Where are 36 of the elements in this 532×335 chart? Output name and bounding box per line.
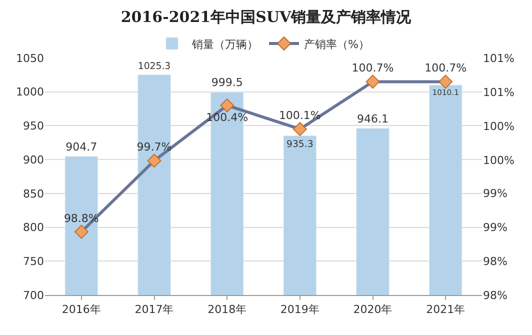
- x-tick-label: 2018年: [208, 303, 247, 316]
- data-label: 999.5: [211, 76, 243, 90]
- y-tick-label: 700: [23, 288, 44, 302]
- x-tick-label: 2017年: [134, 303, 174, 316]
- y-tick-label: 850: [23, 187, 44, 200]
- y-tick-label: 800: [23, 221, 44, 234]
- data-label: 935.3: [286, 139, 314, 150]
- y2-tick-label: 100%: [483, 120, 514, 133]
- y-tick-label: 900: [23, 153, 44, 166]
- data-label: 1025.3: [138, 61, 171, 72]
- x-tick-label: 2020年: [353, 303, 392, 316]
- chart-title: 2016-2021年中国SUV销量及产销率情况: [120, 8, 412, 26]
- data-label: 100.7%: [424, 62, 467, 75]
- legend-label: 产销率（%）: [304, 38, 370, 51]
- y2-tick-label: 99%: [483, 186, 508, 200]
- y2-tick-label: 98%: [483, 288, 508, 302]
- y2-tick-label: 101%: [483, 52, 514, 65]
- y-tick-label: 750: [23, 254, 44, 268]
- legend-label: 销量（万辆）: [191, 38, 258, 51]
- data-label: 100.1%: [278, 109, 321, 122]
- y-tick-label: 1050: [16, 52, 44, 65]
- y2-tick-label: 99%: [483, 220, 508, 234]
- x-tick-label: 2019年: [280, 303, 320, 316]
- data-label: 946.1: [357, 112, 388, 126]
- x-tick-label: 2021年: [426, 303, 466, 316]
- y2-tick-label: 98%: [483, 254, 508, 268]
- x-tick-label: 2016年: [62, 303, 101, 316]
- data-label: 100.7%: [352, 62, 394, 75]
- y2-tick-label: 100%: [483, 154, 514, 167]
- data-label: 98.8%: [64, 212, 99, 225]
- y-tick-label: 950: [23, 120, 44, 133]
- data-label: 99.7%: [136, 140, 172, 154]
- y-tick-label: 1000: [16, 86, 44, 99]
- data-label: 904.7: [66, 140, 98, 154]
- data-label: 100.4%: [206, 110, 248, 124]
- y2-tick-label: 101%: [483, 86, 514, 99]
